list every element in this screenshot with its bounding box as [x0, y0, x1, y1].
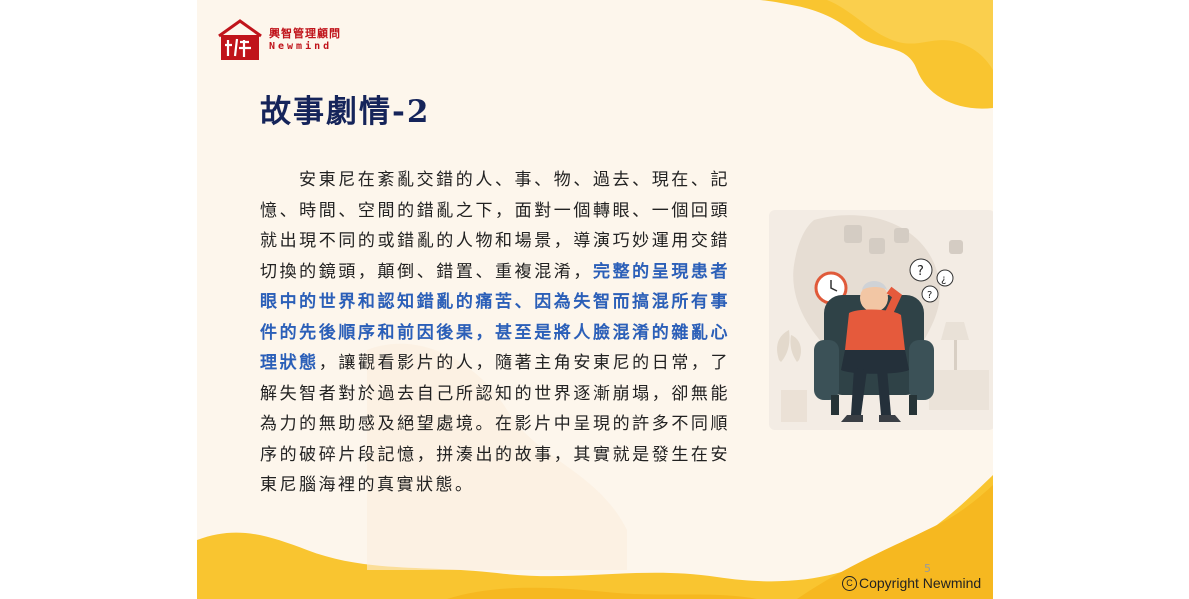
slide: 興智管理顧問 Newmind 故事劇情-2 安東尼在紊亂交錯的人、事、物、過去、… [197, 0, 993, 599]
logo-name-english: Newmind [269, 40, 333, 52]
slide-title: 故事劇情-2 [260, 94, 431, 130]
svg-text:?: ? [917, 264, 924, 279]
paragraph-part-2: ，讓觀看影片的人，隨著主角安東尼的日常，了解失智者對於過去自己所認知的世界逐漸崩… [260, 353, 731, 495]
house-xu-logo-icon [218, 19, 262, 60]
svg-text:¿: ¿ [941, 274, 946, 285]
paragraph-highlight: 完整的呈現患者眼中的世界和認知錯亂的痛苦、因為失智而搞混所有事件的先後順序和前因… [260, 261, 731, 374]
paragraph-part-1: 安東尼在紊亂交錯的人、事、物、過去、現在、記憶、時間、空間的錯亂之下，面對一個轉… [260, 170, 730, 282]
confused-elderly-man-armchair-icon: ? ¿ ? [769, 210, 993, 430]
logo-name-chinese: 興智管理顧問 [269, 27, 341, 41]
copyright-notice: C Copyright Newmind [842, 575, 981, 591]
top-right-yellow-blob [757, 0, 993, 109]
company-logo: 興智管理顧問 Newmind [215, 18, 341, 62]
copyright-text: Copyright Newmind [859, 575, 982, 591]
body-paragraph: 安東尼在紊亂交錯的人、事、物、過去、現在、記憶、時間、空間的錯亂之下，面對一個轉… [260, 165, 730, 501]
svg-text:?: ? [927, 290, 932, 301]
faint-background-shape [367, 343, 627, 570]
copyright-symbol-icon: C [842, 575, 857, 591]
page-number: 5 [924, 562, 931, 575]
